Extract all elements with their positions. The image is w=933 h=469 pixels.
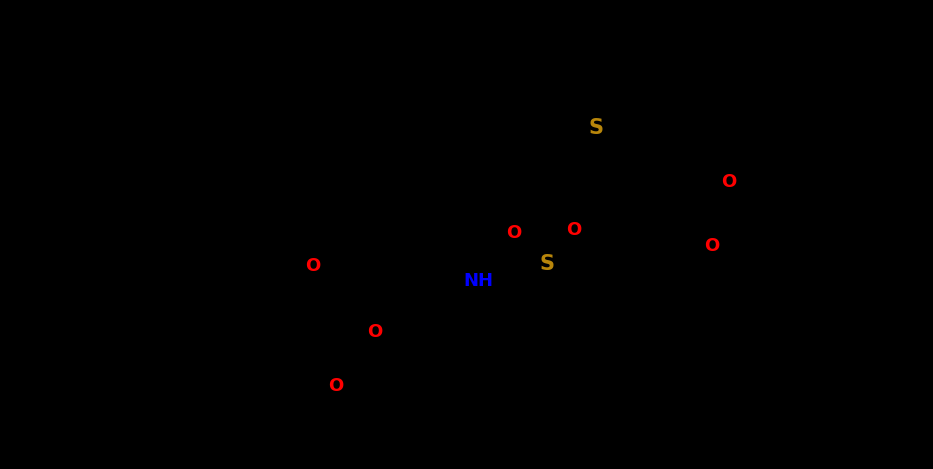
Text: O: O — [506, 224, 521, 242]
Text: O: O — [328, 377, 343, 395]
Text: NH: NH — [464, 272, 494, 290]
Text: O: O — [721, 173, 736, 191]
Text: O: O — [367, 323, 383, 341]
Text: O: O — [305, 257, 320, 275]
Text: S: S — [539, 254, 554, 274]
Text: O: O — [566, 220, 581, 239]
Text: O: O — [704, 237, 719, 256]
Text: S: S — [589, 118, 604, 138]
